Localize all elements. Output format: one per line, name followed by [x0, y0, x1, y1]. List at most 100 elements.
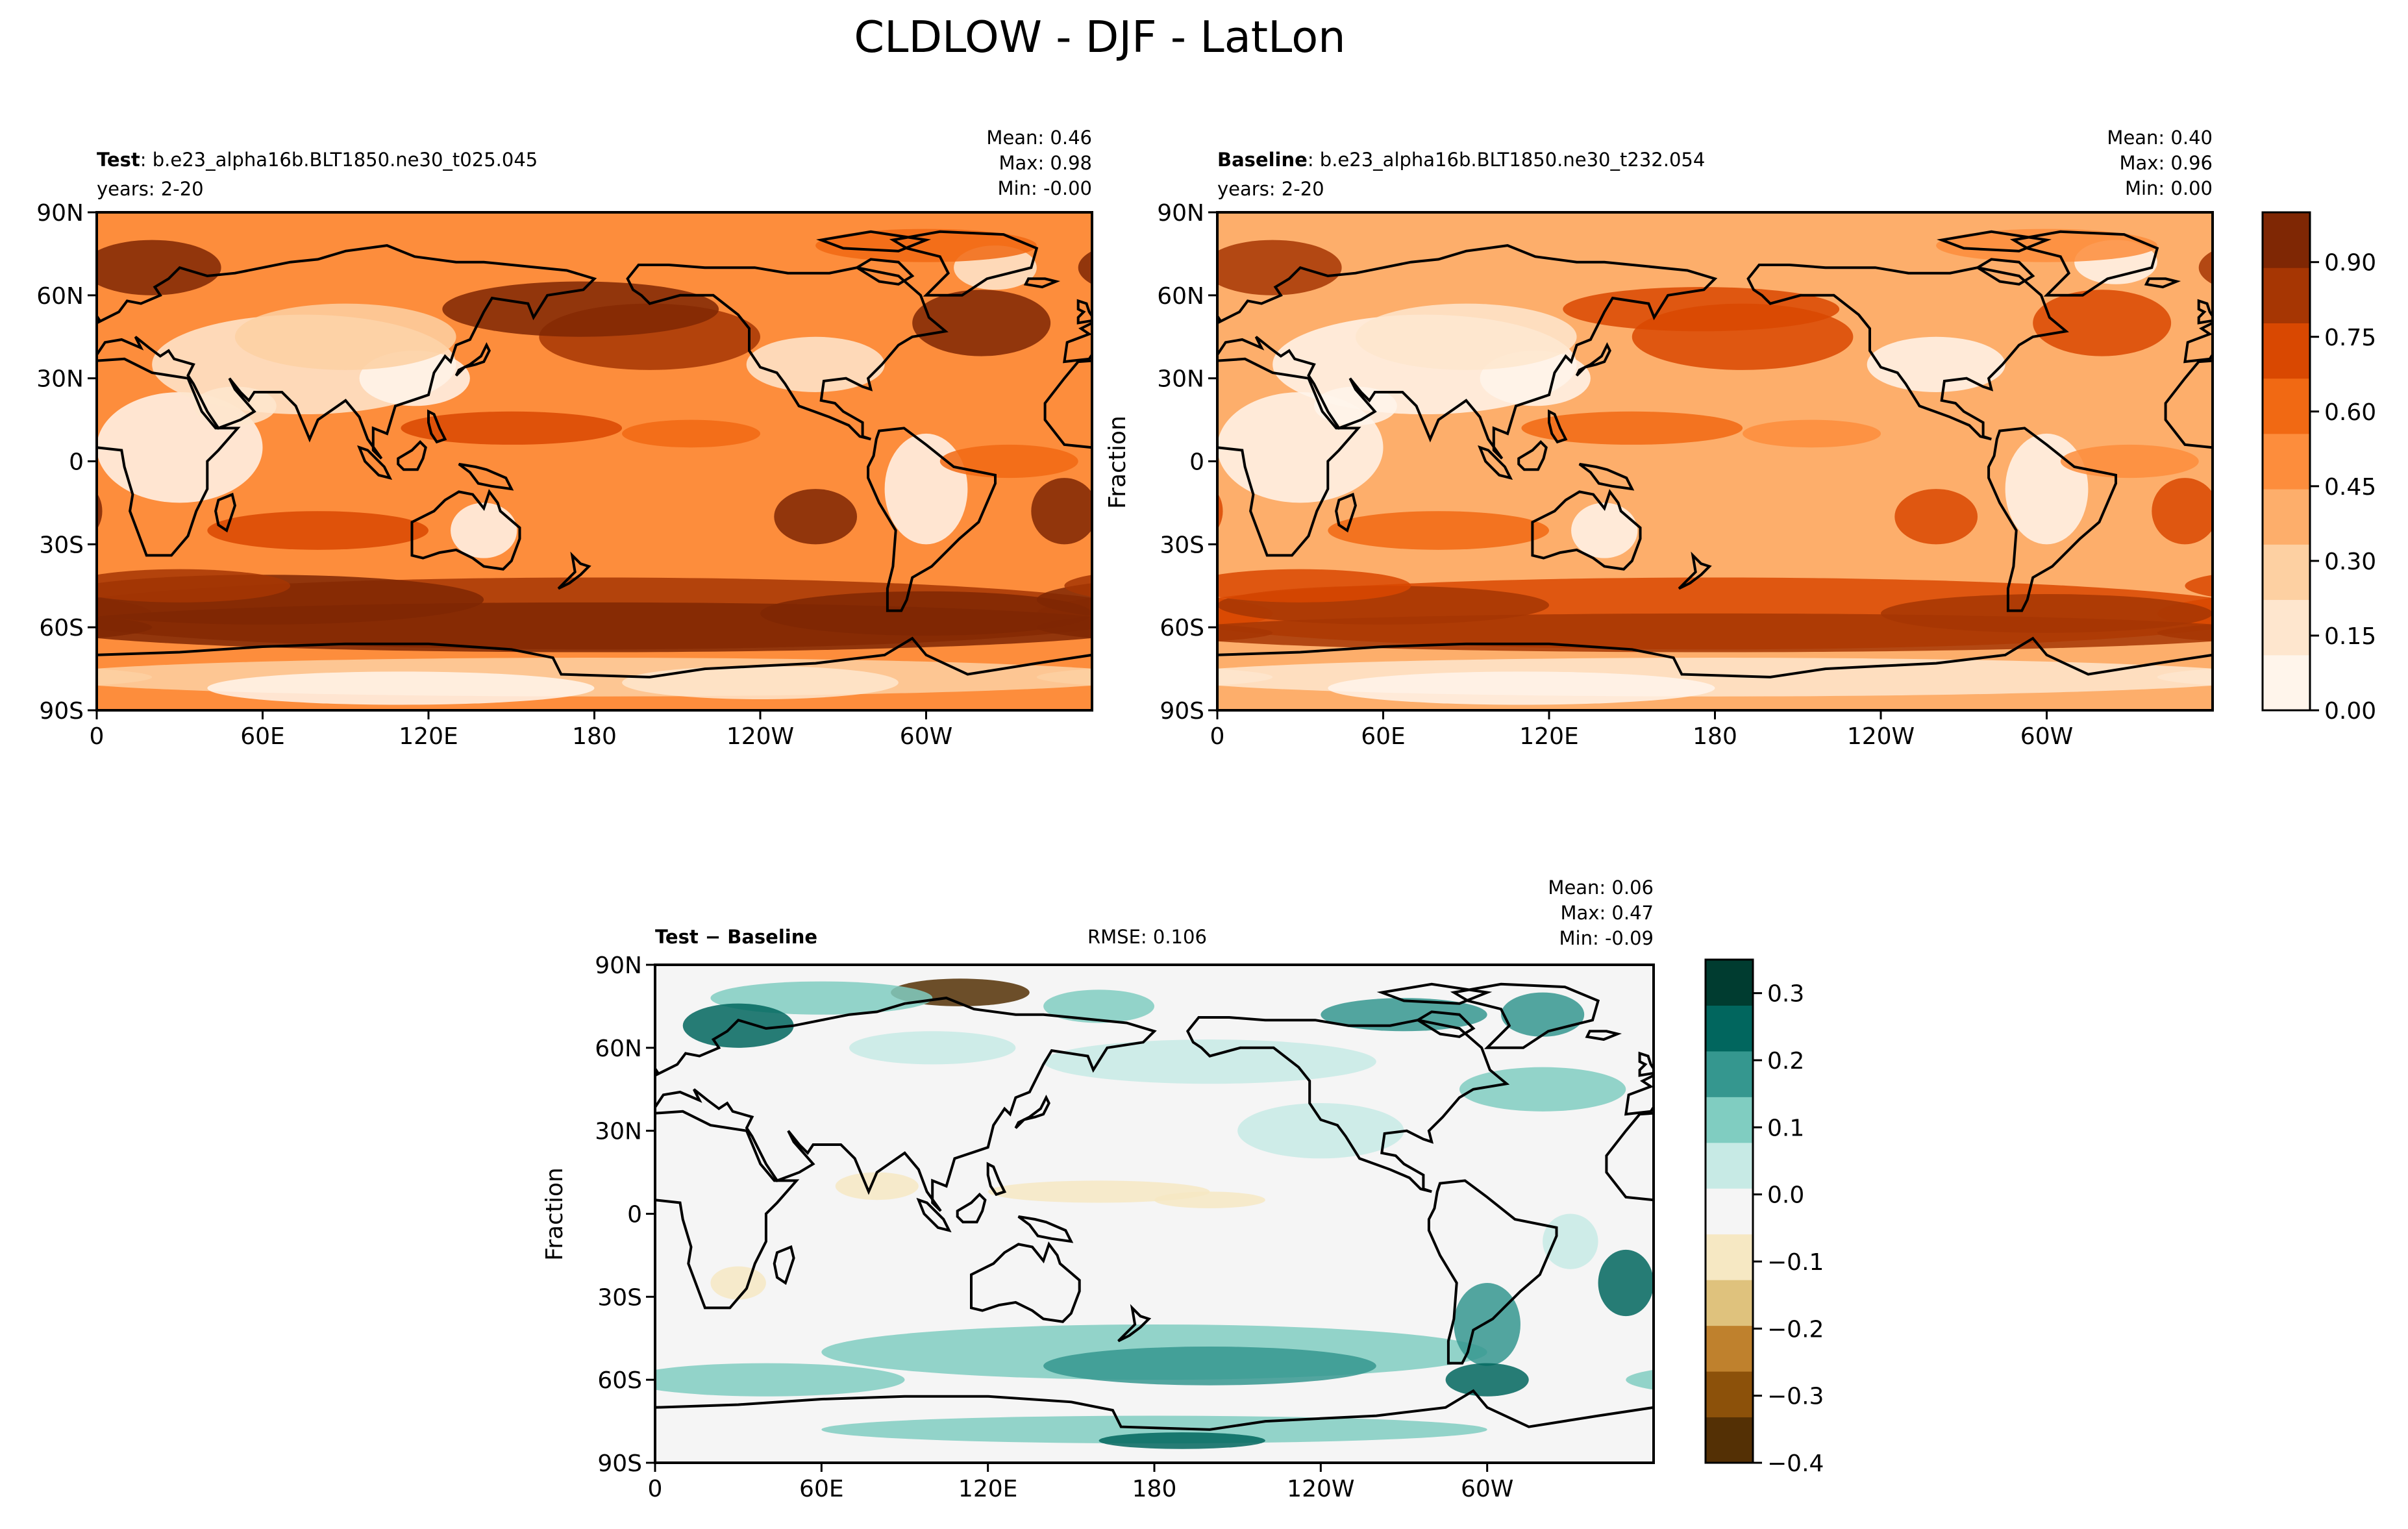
coastline-nz	[1117, 1304, 1152, 1343]
coastline-antarctica	[1217, 636, 2213, 710]
coastline-ellesmere	[383, 984, 488, 1004]
coastline-australia	[410, 489, 521, 571]
coastline-greenland	[889, 230, 1039, 297]
y-tick-label: 60S	[597, 1367, 642, 1394]
x-tick-label: 120W	[1287, 1476, 1354, 1502]
x-tick-label: 60E	[799, 1476, 844, 1502]
coastline-borneo	[1517, 440, 1548, 471]
colorbar-tick-label: −0.4	[1767, 1450, 1824, 1477]
coastline-namerica	[2186, 1017, 2408, 1191]
colorbar-block	[2263, 378, 2310, 434]
field-blob-test-10	[234, 303, 456, 370]
coastline-samerica	[1427, 1179, 1558, 1365]
coastline-philippines	[427, 409, 447, 444]
coastline-namerica	[189, 1017, 508, 1191]
coastline-madagascar	[214, 492, 236, 533]
field-blob-test-22	[207, 511, 428, 550]
stat-min-diff: Min: -0.09	[1559, 927, 1654, 949]
x-tick-label: 60W	[2020, 723, 2073, 750]
field-blob-baseline-5	[1328, 671, 1715, 705]
axis-ticks-diff: 0 60E 120E 180 120W 60W 90N 60N 30N 0 30S 60S 90S	[595, 952, 1513, 1502]
coastline-greenland	[0, 232, 42, 295]
coastline-philippines	[0, 1164, 6, 1195]
field-blob-test-25	[622, 419, 760, 448]
colorbar-difference: 0.3 0.2 0.1 0.0 −0.1 −0.2 −0.3 −0.4	[1704, 958, 1824, 1477]
coastline-eurasia	[1217, 244, 1718, 460]
field-blob-baseline-9	[1355, 303, 1577, 370]
field-layers-diff	[655, 965, 1654, 1463]
panel-diff: Test − Baseline RMSE: 0.106 Mean: 0.06 M…	[0, 876, 2408, 1502]
field-blob-wrap-test-4	[1037, 668, 1092, 686]
coastline-borneo	[397, 440, 427, 471]
field-blob-wrap-baseline-1	[2157, 624, 2213, 641]
y-tick-label: 90S	[39, 698, 84, 725]
x-tick-label: 60E	[240, 723, 285, 750]
field-blob-test-5	[207, 671, 595, 705]
field-blob-test-17	[97, 240, 221, 295]
field-blob-baseline-18	[1936, 229, 2157, 262]
panel-label-bold-test: Test	[97, 149, 140, 171]
panel-label-test: Test: b.e23_alpha16b.BLT1850.ne30_t025.0…	[97, 149, 538, 171]
y-tick-label: 30N	[36, 366, 84, 393]
panel-years-test: years: 2-20	[97, 178, 204, 200]
field-blob-diff-16	[1459, 1067, 1626, 1112]
coastline-nz	[2117, 1308, 2148, 1341]
field-blob-baseline-12	[1867, 336, 2005, 392]
ylabel-baseline: Fraction	[1104, 416, 1131, 509]
field-layers-baseline	[1217, 212, 2213, 710]
colorbar-block	[1706, 1097, 1753, 1143]
field-blob-test-23	[97, 569, 291, 603]
coastline-greenland	[1450, 982, 1600, 1049]
x-tick-label: 0	[648, 1476, 663, 1502]
coastline-australia	[0, 1244, 81, 1321]
coastline-namerica	[1185, 1016, 1510, 1193]
y-tick-label: 90N	[1157, 200, 1204, 227]
y-tick-label: 30S	[1160, 532, 1204, 558]
field-blob-diff-9	[1043, 989, 1154, 1023]
field-blob-diff-5	[655, 1363, 905, 1397]
coastline-philippines	[1548, 409, 1568, 444]
rmse-diff: RMSE: 0.106	[1087, 926, 1207, 948]
y-tick-label: 0	[627, 1202, 642, 1228]
coastline-australia	[970, 1241, 1081, 1323]
x-tick-label: 120E	[399, 723, 458, 750]
coastline-uk	[1638, 1051, 1654, 1077]
coastline-japan	[2014, 1098, 2047, 1128]
coastline-ellesmere	[2380, 984, 2408, 1004]
coastline-samerica	[867, 427, 997, 612]
field-blob-diff-19	[1154, 1191, 1265, 1208]
coastline-iceland	[2144, 277, 2181, 289]
coastline-eurasia	[0, 998, 156, 1211]
colorbar-tick-label: 0.75	[2324, 325, 2376, 351]
field-blob-baseline-4	[1217, 658, 2213, 697]
coastline-philippines	[986, 1162, 1007, 1197]
colorbar-block	[1706, 960, 1753, 1006]
stat-mean-baseline: Mean: 0.40	[2107, 127, 2213, 149]
coastline-newguinea	[1017, 1215, 1074, 1243]
panel-test: Test: b.e23_alpha16b.BLT1850.ne30_t025.0…	[0, 127, 1093, 750]
colorbar-tick-label: 0.00	[2324, 698, 2376, 725]
y-tick-label: 60S	[39, 615, 84, 641]
stat-min-baseline: Min: 0.00	[2125, 177, 2213, 199]
coastline-greenland	[455, 984, 599, 1048]
colorbar-block	[2263, 599, 2310, 656]
colorbar-tick-label: 0.1	[1767, 1115, 1804, 1141]
colorbar-fraction-ticks: 0.90 0.75 0.60 0.45 0.30 0.15 0.00	[2310, 250, 2376, 725]
y-tick-label: 30N	[1157, 366, 1204, 393]
y-tick-label: 60N	[595, 1036, 642, 1062]
x-tick-label: 120W	[726, 723, 794, 750]
field-blob-baseline-21	[1328, 511, 1549, 550]
field-blob-diff-17	[1237, 1103, 1404, 1159]
colorbar-tick-label: 0.0	[1767, 1182, 1804, 1209]
coastline-uk	[1076, 299, 1092, 325]
field-blob-baseline-25	[2060, 444, 2199, 479]
coastline-japan	[1014, 1095, 1050, 1129]
y-tick-label: 0	[1189, 449, 1204, 476]
y-tick-label: 0	[69, 449, 84, 476]
coastline-sumatra	[916, 1197, 952, 1233]
colorbar-block	[2263, 323, 2310, 379]
colorbar-tick-label: −0.1	[1767, 1249, 1824, 1276]
coastline-iceland	[1585, 1030, 1622, 1041]
coastline-australia	[1531, 489, 1642, 571]
colorbar-tick-label: −0.3	[1767, 1384, 1824, 1410]
